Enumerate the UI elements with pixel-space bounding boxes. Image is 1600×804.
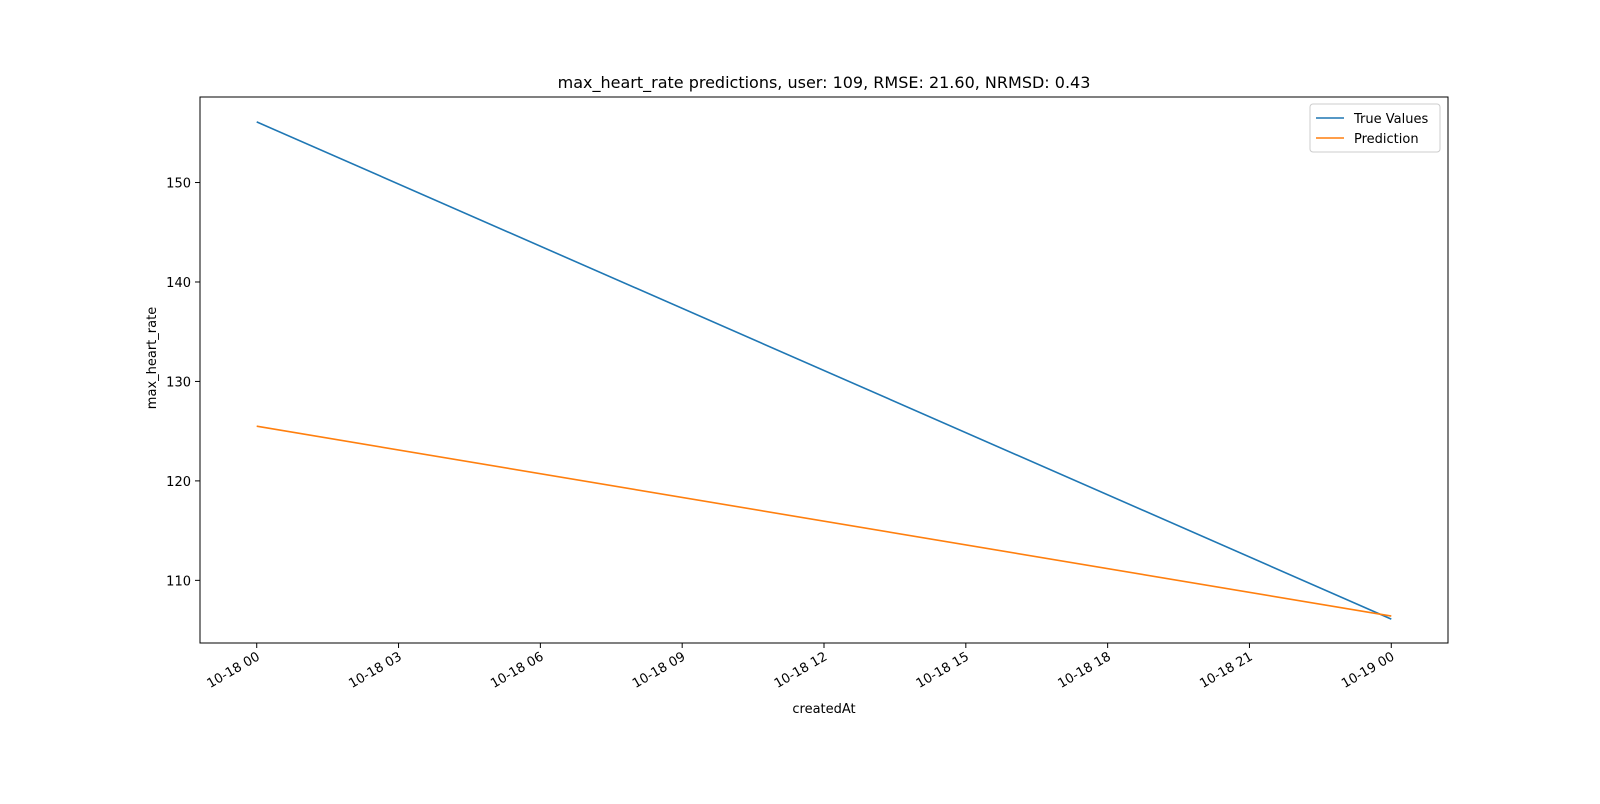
legend-label: Prediction — [1354, 132, 1419, 147]
chart-title: max_heart_rate predictions, user: 109, R… — [558, 73, 1091, 93]
x-tick-label: 10-18 15 — [914, 649, 972, 691]
x-tick-label: 10-18 09 — [630, 649, 688, 691]
x-axis-label: createdAt — [792, 702, 855, 717]
series-line-true-values — [256, 121, 1392, 620]
legend-box — [1309, 103, 1441, 153]
y-tick-label: 110 — [166, 574, 191, 589]
x-tick-label: 10-18 03 — [346, 649, 404, 691]
x-tick-label: 10-19 00 — [1339, 649, 1397, 691]
axes-layer: 10-18 00 10-18 03 10-18 06 10-18 09 10-18 12… — [166, 96, 1449, 692]
x-tick-label: 10-18 06 — [488, 649, 546, 691]
series-layer — [256, 121, 1392, 620]
y-tick-label: 150 — [166, 177, 191, 192]
x-tick-label: 10-18 18 — [1056, 649, 1114, 691]
legend-label: True Values — [1353, 112, 1428, 127]
legend: True Values Prediction — [1309, 103, 1441, 153]
y-tick-label: 130 — [166, 375, 191, 390]
y-axis-label: max_heart_rate — [145, 307, 160, 409]
y-tick-label: 120 — [166, 475, 191, 490]
series-line-prediction — [256, 425, 1392, 617]
y-tick-label: 140 — [166, 276, 191, 291]
x-tick-label: 10-18 00 — [205, 649, 263, 691]
x-tick-label: 10-18 21 — [1197, 649, 1255, 691]
x-tick-label: 10-18 12 — [772, 649, 830, 691]
